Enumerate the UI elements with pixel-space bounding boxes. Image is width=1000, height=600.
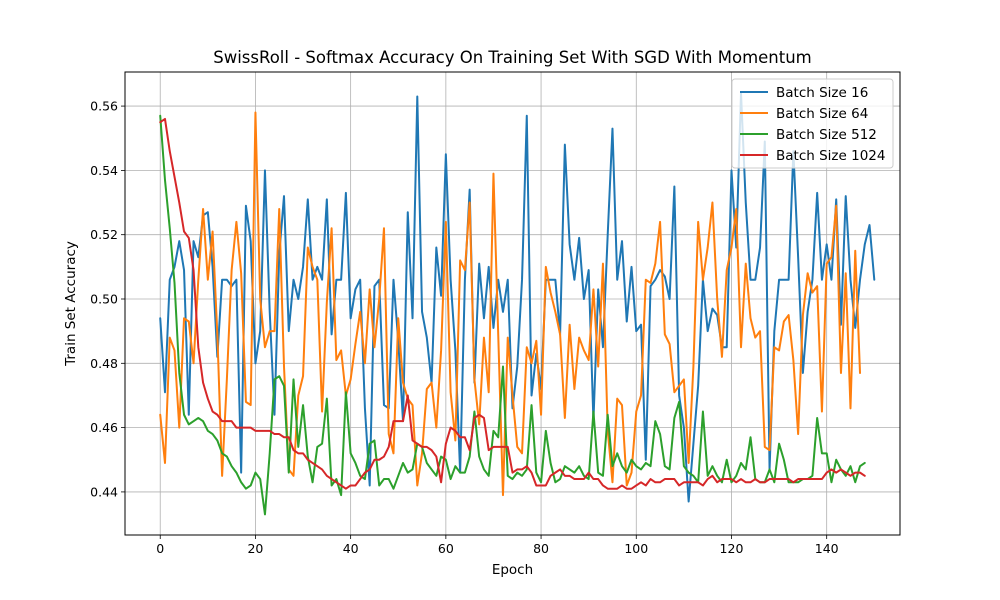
- y-tick-label: 0.52: [90, 227, 118, 242]
- y-axis-label: Train Set Accuracy: [63, 241, 79, 367]
- y-tick-label: 0.46: [90, 420, 118, 435]
- series-line-batch-size-64: [159, 111, 862, 497]
- x-axis-label: Epoch: [492, 562, 533, 578]
- series-line-batch-size-1024: [159, 117, 866, 490]
- legend-box: [731, 78, 894, 169]
- y-tick-label: 0.50: [90, 291, 118, 306]
- series-line-batch-size-512: [159, 114, 866, 516]
- chart-title: SwissRoll - Softmax Accuracy On Training…: [213, 48, 812, 67]
- series-line-batch-size-16: [159, 92, 876, 503]
- legend-label: Batch Size 1024: [776, 148, 885, 164]
- legend-label: Batch Size 64: [776, 106, 868, 122]
- y-tick-label: 0.56: [90, 99, 118, 114]
- y-axis-ticks: 0.44 0.46 0.48 0.50 0.52 0.54 0.56: [90, 99, 125, 499]
- legend: Batch Size 16 Batch Size 64 Batch Size 512…: [731, 78, 894, 169]
- x-tick-label: 0: [156, 541, 164, 556]
- x-tick-label: 120: [720, 541, 744, 556]
- x-tick-label: 20: [247, 541, 263, 556]
- x-axis-ticks: 0 20 40 60 80 100 120 140: [156, 535, 839, 556]
- legend-label: Batch Size 512: [776, 127, 877, 143]
- y-tick-label: 0.44: [90, 484, 118, 499]
- y-tick-label: 0.54: [90, 163, 118, 178]
- x-tick-label: 140: [815, 541, 839, 556]
- plot-frame: [124, 71, 901, 536]
- legend-label: Batch Size 16: [776, 85, 868, 101]
- x-tick-label: 40: [343, 541, 359, 556]
- x-tick-label: 60: [438, 541, 454, 556]
- y-tick-label: 0.48: [90, 356, 118, 371]
- x-tick-label: 80: [533, 541, 549, 556]
- x-tick-label: 100: [624, 541, 648, 556]
- series-lines: [159, 92, 876, 516]
